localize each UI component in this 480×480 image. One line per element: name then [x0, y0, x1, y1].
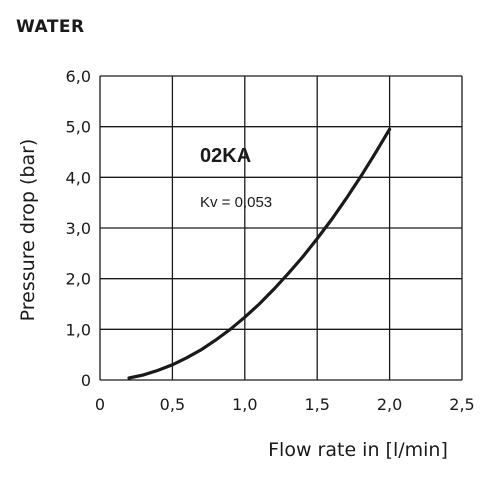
tick-labels: 0 0,5 1,0 1,5 2,0 2,5 0 1,0 2,0 3,0 4,0 5,0 6,0	[66, 67, 475, 414]
x-tick-label: 1,0	[232, 395, 257, 414]
y-tick-label: 1,0	[66, 320, 91, 339]
x-tick-label: 2,5	[449, 395, 474, 414]
y-tick-label: 0	[81, 371, 91, 390]
y-tick-label: 2,0	[66, 270, 91, 289]
x-tick-label: 0	[95, 395, 105, 414]
x-tick-label: 1,5	[304, 395, 329, 414]
y-tick-label: 4,0	[66, 168, 91, 187]
fluid-label: WATER	[16, 17, 85, 37]
y-tick-label: 3,0	[66, 219, 91, 238]
series-line-02ka	[127, 127, 392, 380]
kv-coefficient-label: Kv = 0,053	[200, 194, 272, 211]
y-tick-label: 5,0	[66, 118, 91, 137]
chart-grid	[99, 75, 463, 381]
y-axis-title: Pressure drop (bar)	[17, 139, 39, 322]
x-axis-title: Flow rate in [l/min]	[268, 439, 448, 461]
series-label: 02KA	[200, 145, 251, 167]
x-tick-label: 2,0	[377, 395, 402, 414]
x-tick-label: 0,5	[160, 395, 185, 414]
y-tick-label: 6,0	[66, 67, 91, 86]
